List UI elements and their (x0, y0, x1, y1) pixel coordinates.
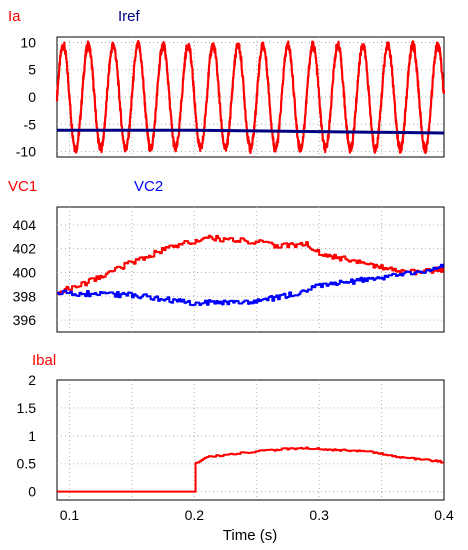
legend-ia: Ia (8, 8, 21, 25)
legend-vc2: VC2 (134, 178, 163, 195)
y-tick-label: 2 (28, 372, 36, 388)
plot-area (56, 206, 445, 333)
y-tick-labels: 10 5 0 -5 -10 (16, 34, 36, 159)
legend-ibal: Ibal (32, 352, 56, 369)
series-line-ibal (57, 446, 444, 493)
y-tick-labels: 2 1.5 1 0.5 0 (17, 372, 37, 500)
panel-current: 10 5 0 -5 -10 Ia Iref (8, 8, 446, 160)
y-tick-label: 402 (13, 241, 37, 257)
y-tick-label: 396 (13, 312, 37, 328)
y-tick-labels: 404 402 400 398 396 (13, 217, 37, 328)
series-line-iref (57, 128, 445, 135)
x-tick-label: 0.2 (185, 507, 205, 523)
series-line-ia (55, 40, 446, 155)
y-tick-label: 404 (13, 217, 37, 233)
y-tick-label: 0.5 (17, 456, 37, 472)
y-tick-label: -5 (24, 116, 37, 132)
series-line-vc2 (57, 263, 444, 307)
x-tick-label: 0.4 (434, 507, 454, 523)
y-tick-label: -10 (16, 144, 36, 160)
series-line-vc1 (57, 234, 444, 295)
series-group (57, 234, 444, 307)
y-tick-label: 400 (13, 264, 37, 280)
panel-balancing: 2 1.5 1 0.5 0 0.1 0.2 0.3 0.4 Ibal Time (s) (17, 352, 454, 544)
legend-vc1: VC1 (8, 178, 37, 195)
panel-voltage: 404 402 400 398 396 VC1 VC2 (8, 178, 445, 333)
x-tick-label: 0.3 (309, 507, 329, 523)
y-tick-label: 5 (28, 62, 36, 78)
y-tick-label: 10 (20, 34, 36, 50)
x-tick-labels: 0.1 0.2 0.3 0.4 (60, 507, 454, 523)
y-tick-label: 398 (13, 288, 37, 304)
x-tick-label: 0.1 (60, 507, 80, 523)
y-tick-label: 1.5 (17, 400, 37, 416)
series-group (55, 40, 446, 155)
series-group (57, 446, 444, 493)
legend-iref: Iref (118, 8, 141, 25)
y-tick-label: 1 (28, 428, 36, 444)
y-tick-label: 0 (28, 89, 36, 105)
x-axis-label: Time (s) (223, 527, 277, 544)
y-tick-label: 0 (28, 484, 36, 500)
plot-area (56, 379, 445, 501)
